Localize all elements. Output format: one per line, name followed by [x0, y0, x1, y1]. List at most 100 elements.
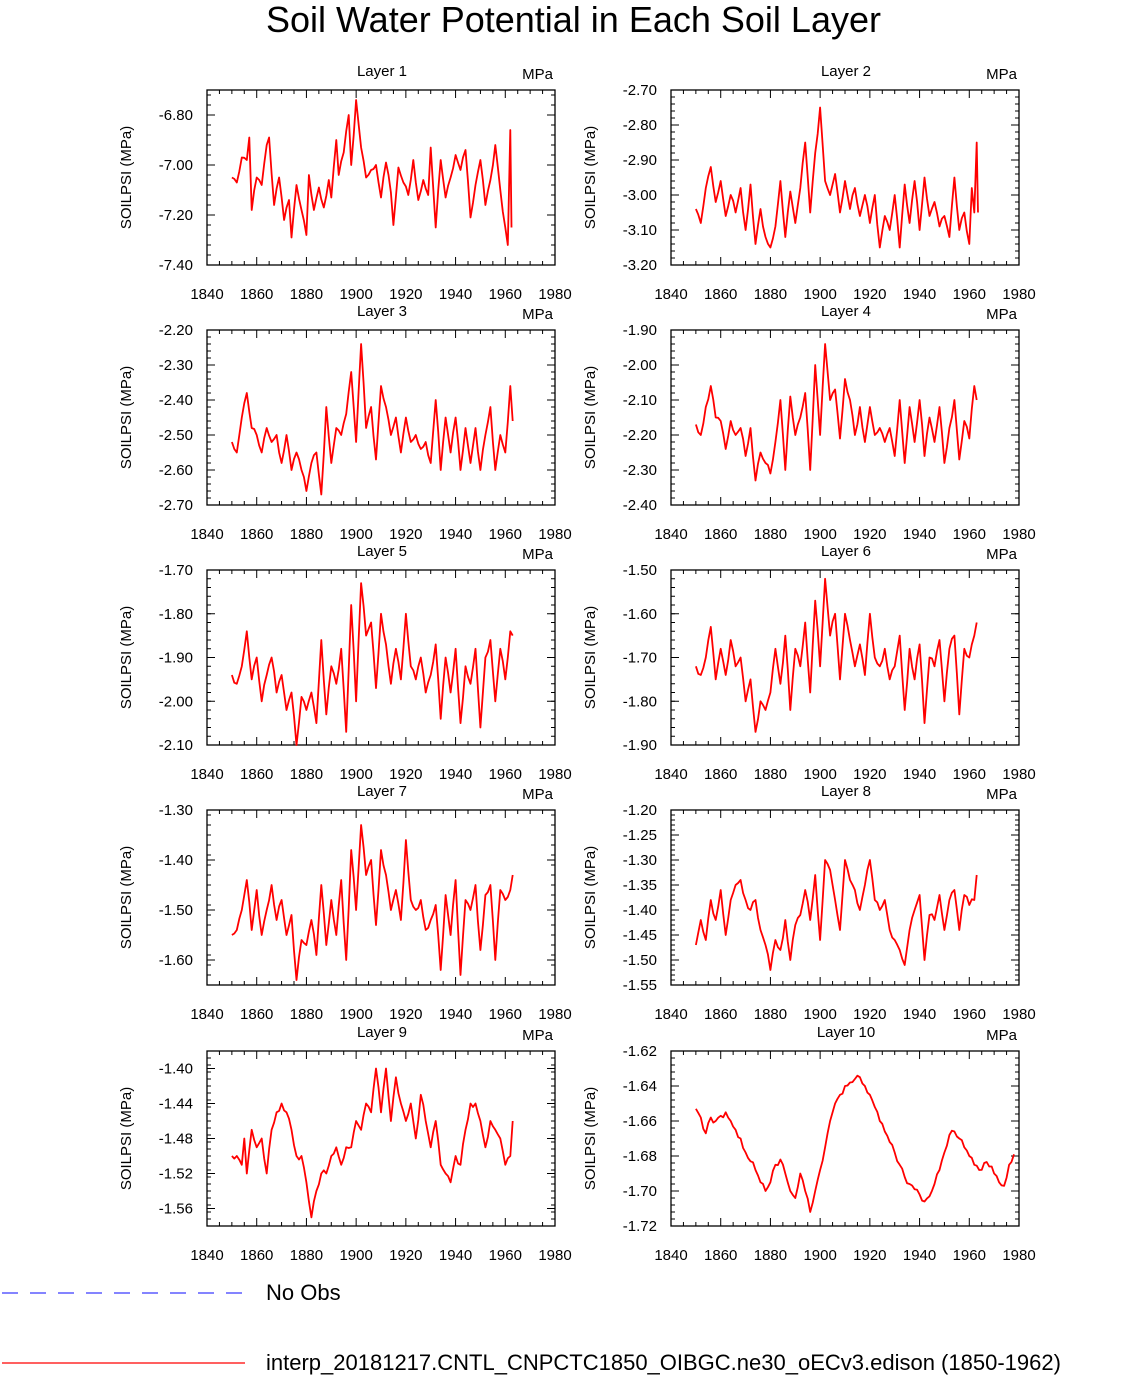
- x-tick-label: 1880: [290, 526, 323, 543]
- plot-9: 1840 1860 1880 1900 1920 1940 1960 1980 -1.40 -1.…: [118, 1024, 572, 1264]
- x-tick-label: 1980: [1002, 1247, 1035, 1264]
- x-tick-label: 1940: [903, 1247, 936, 1264]
- y-tick-label: -1.60: [623, 606, 657, 623]
- y-tick-label: -1.48: [159, 1131, 193, 1148]
- plot-title: Layer 3: [357, 303, 407, 320]
- x-tick-label: 1880: [290, 766, 323, 783]
- series-line-model: [231, 343, 514, 496]
- x-tick-label: 1840: [654, 1247, 687, 1264]
- x-tick-label: 1940: [903, 286, 936, 303]
- plot-3: 1840 1860 1880 1900 1920 1940 1960 1980 -2.20 -2.…: [118, 303, 572, 543]
- x-tick-label: 1900: [339, 286, 372, 303]
- x-tick-label: 1960: [953, 1006, 986, 1023]
- y-tick-label: -1.66: [623, 1113, 657, 1130]
- x-tick-label: 1840: [654, 526, 687, 543]
- y-tick-label: -7.40: [159, 257, 193, 274]
- x-tick-label: 1940: [439, 526, 472, 543]
- y-tick-label: -1.90: [623, 737, 657, 754]
- y-tick-label: -1.80: [623, 693, 657, 710]
- plot-title: Layer 9: [357, 1024, 407, 1041]
- units-label: MPa: [986, 1027, 1018, 1044]
- x-tick-label: 1940: [903, 766, 936, 783]
- x-tick-label: 1900: [339, 766, 372, 783]
- y-axis-label: SOILPSI (MPa): [582, 366, 599, 469]
- y-tick-label: -1.64: [623, 1078, 657, 1095]
- plot-title: Layer 4: [821, 303, 871, 320]
- x-tick-label: 1840: [190, 286, 223, 303]
- y-tick-label: -1.35: [623, 877, 657, 894]
- y-axis-label: SOILPSI (MPa): [582, 1087, 599, 1190]
- y-tick-label: -1.80: [159, 606, 193, 623]
- y-tick-label: -1.70: [623, 650, 657, 667]
- x-tick-label: 1920: [389, 1247, 422, 1264]
- x-tick-label: 1980: [1002, 526, 1035, 543]
- plot-8: 1840 1860 1880 1900 1920 1940 1960 1980 -1.20 -1.…: [582, 783, 1036, 1023]
- y-tick-label: -3.00: [623, 187, 657, 204]
- x-tick-label: 1980: [1002, 1006, 1035, 1023]
- x-tick-label: 1840: [654, 1006, 687, 1023]
- plot-frame: [206, 329, 556, 506]
- x-tick-label: 1860: [704, 526, 737, 543]
- x-tick-label: 1980: [538, 1247, 571, 1264]
- y-tick-label: -1.44: [159, 1096, 193, 1113]
- x-tick-label: 1840: [654, 286, 687, 303]
- x-tick-label: 1900: [803, 526, 836, 543]
- plot-1: 1840 1860 1880 1900 1920 1940 1960 1980 -6.80 -7.…: [118, 63, 572, 303]
- x-tick-label: 1960: [489, 1006, 522, 1023]
- x-tick-label: 1880: [290, 286, 323, 303]
- x-tick-label: 1920: [389, 526, 422, 543]
- x-tick-label: 1900: [339, 526, 372, 543]
- plot-title: Layer 10: [817, 1024, 875, 1041]
- units-label: MPa: [986, 786, 1018, 803]
- x-tick-label: 1860: [240, 286, 273, 303]
- x-tick-label: 1840: [190, 1247, 223, 1264]
- y-tick-label: -1.70: [159, 562, 193, 579]
- x-tick-label: 1880: [290, 1006, 323, 1023]
- y-tick-label: -1.56: [159, 1201, 193, 1218]
- x-tick-label: 1880: [754, 286, 787, 303]
- y-tick-label: -7.00: [159, 157, 193, 174]
- x-tick-label: 1900: [803, 1247, 836, 1264]
- plot-frame: [206, 1050, 556, 1227]
- y-tick-label: -2.20: [623, 427, 657, 444]
- units-label: MPa: [522, 66, 554, 83]
- x-tick-label: 1900: [803, 1006, 836, 1023]
- units-label: MPa: [986, 306, 1018, 323]
- x-tick-label: 1880: [754, 766, 787, 783]
- plot-6: 1840 1860 1880 1900 1920 1940 1960 1980 -1.50 -1.…: [582, 543, 1036, 783]
- x-tick-label: 1960: [489, 766, 522, 783]
- y-tick-label: -2.70: [623, 82, 657, 99]
- y-axis-label: SOILPSI (MPa): [118, 846, 135, 949]
- series-line-model: [695, 1074, 1015, 1213]
- y-tick-label: -2.00: [623, 357, 657, 374]
- plot-5: 1840 1860 1880 1900 1920 1940 1960 1980 -1.70 -1.…: [118, 543, 572, 783]
- x-tick-label: 1980: [1002, 286, 1035, 303]
- plot-title: Layer 8: [821, 783, 871, 800]
- x-tick-label: 1840: [190, 526, 223, 543]
- x-tick-label: 1860: [704, 766, 737, 783]
- y-tick-label: -1.40: [623, 902, 657, 919]
- series-line-model: [231, 99, 513, 246]
- x-tick-label: 1960: [489, 1247, 522, 1264]
- x-tick-label: 1880: [290, 1247, 323, 1264]
- y-tick-label: -2.50: [159, 427, 193, 444]
- plot-frame: [670, 89, 1020, 266]
- x-tick-label: 1960: [489, 286, 522, 303]
- x-tick-label: 1900: [803, 766, 836, 783]
- plot-frame: [670, 329, 1020, 506]
- y-axis-label: SOILPSI (MPa): [582, 606, 599, 709]
- x-tick-label: 1840: [654, 766, 687, 783]
- y-tick-label: -1.40: [159, 852, 193, 869]
- plot-title: Layer 2: [821, 63, 871, 80]
- y-tick-label: -1.25: [623, 827, 657, 844]
- x-tick-label: 1920: [853, 1247, 886, 1264]
- y-tick-label: -2.80: [623, 117, 657, 134]
- y-tick-label: -1.45: [623, 927, 657, 944]
- x-tick-label: 1860: [240, 1247, 273, 1264]
- x-tick-label: 1960: [489, 526, 522, 543]
- x-tick-label: 1860: [240, 1006, 273, 1023]
- y-tick-label: -2.10: [623, 392, 657, 409]
- x-tick-label: 1880: [754, 526, 787, 543]
- x-tick-label: 1980: [538, 526, 571, 543]
